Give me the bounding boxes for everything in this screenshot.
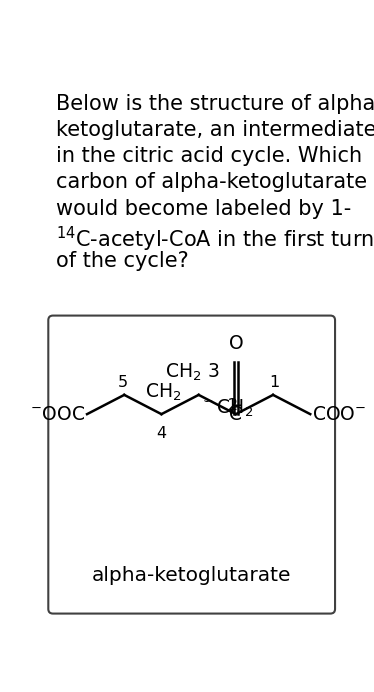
Text: $^{-}$OOC: $^{-}$OOC <box>30 405 86 424</box>
Text: CH$_2$: CH$_2$ <box>145 382 181 403</box>
Text: alpha-ketoglutarate: alpha-ketoglutarate <box>92 565 291 585</box>
Text: 5: 5 <box>118 375 128 390</box>
Text: 1: 1 <box>270 375 280 390</box>
Text: ketoglutarate, an intermediate: ketoglutarate, an intermediate <box>56 120 374 140</box>
Text: O: O <box>229 334 243 352</box>
Text: of the cycle?: of the cycle? <box>56 251 189 271</box>
FancyBboxPatch shape <box>48 316 335 614</box>
Text: CH$_2$ 3: CH$_2$ 3 <box>165 361 220 383</box>
Text: carbon of alpha-ketoglutarate: carbon of alpha-ketoglutarate <box>56 172 367 192</box>
Text: C: C <box>229 405 242 424</box>
Text: COO$^{-}$: COO$^{-}$ <box>312 405 366 424</box>
Text: Below is the structure of alpha-: Below is the structure of alpha- <box>56 94 374 113</box>
Text: in the citric acid cycle. Which: in the citric acid cycle. Which <box>56 146 362 166</box>
Text: $^{14}$C-acetyl-CoA in the first turn: $^{14}$C-acetyl-CoA in the first turn <box>56 225 374 254</box>
Text: $^{\backsim}$CH$_2$: $^{\backsim}$CH$_2$ <box>200 398 254 419</box>
Text: 2: 2 <box>228 398 238 413</box>
Text: 4: 4 <box>156 426 166 441</box>
Text: would become labeled by 1-: would become labeled by 1- <box>56 199 351 219</box>
